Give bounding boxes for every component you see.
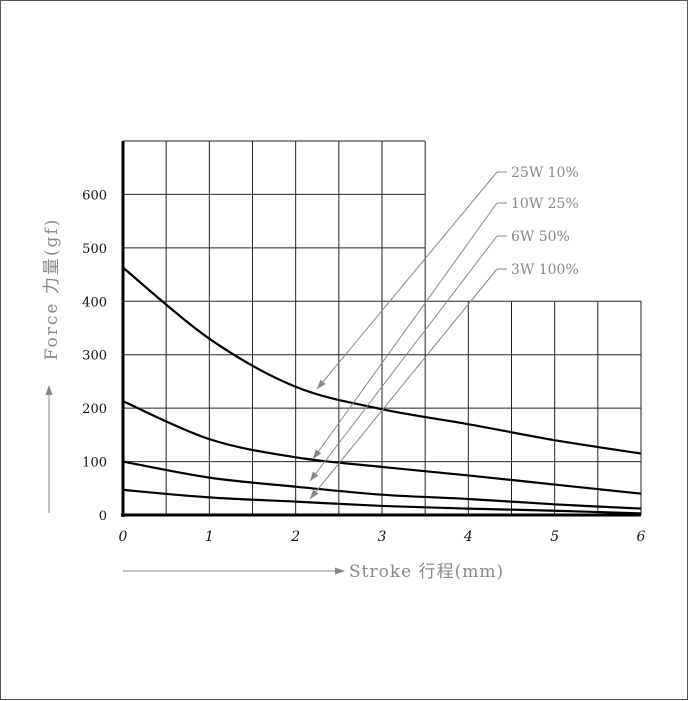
y-tick-label: 600 (82, 188, 107, 203)
legend-arrowhead (310, 489, 319, 499)
legend-leader (309, 235, 498, 482)
series-line-3 (122, 488, 642, 515)
series-line-2 (122, 460, 642, 510)
legend-label: 6W 50% (511, 229, 570, 245)
y-tick-label: 0 (99, 509, 107, 524)
legend-entry-3: 3W 100% (309, 262, 579, 500)
x-tick-label: 1 (205, 529, 214, 545)
legend-leader (312, 202, 498, 460)
y-tick-label: 200 (82, 402, 107, 417)
x-axis-label: Stroke 行程(mm) (349, 562, 504, 582)
legend-arrowhead (317, 379, 326, 389)
x-tick-label: 4 (463, 529, 473, 545)
axes (45, 141, 641, 575)
legend-label: 25W 10% (511, 165, 579, 181)
legend-arrowhead (313, 449, 322, 459)
legend-label: 10W 25% (511, 196, 579, 212)
x-tick-label: 0 (119, 529, 128, 545)
x-tick-label: 5 (550, 529, 559, 545)
y-tick-label: 400 (82, 295, 107, 310)
y-tick-label: 300 (82, 349, 107, 364)
legend-entry-2: 6W 50% (309, 229, 570, 482)
series-lines (122, 266, 642, 515)
y-tick-label: 100 (82, 456, 107, 471)
series-line-1 (122, 400, 642, 495)
x-tick-label: 3 (378, 529, 387, 545)
legend: 25W 10% 10W 25% 6W 50% 3W 100% (309, 165, 579, 500)
legend-entry-1: 10W 25% (312, 196, 579, 460)
legend-label: 3W 100% (511, 262, 579, 278)
x-tick-label: 2 (290, 529, 300, 545)
y-axis-label: Force 力量(gf) (42, 218, 62, 361)
x-label-arrowhead (335, 567, 345, 575)
axis-labels: Force 力量(gf) Stroke 行程(mm) (42, 218, 504, 582)
y-label-arrowhead (45, 385, 53, 395)
legend-arrowhead (310, 471, 319, 481)
legend-leader (309, 268, 498, 500)
tick-labels: 0 100 200 300 400 500 600 0 1 2 3 4 5 6 (82, 188, 645, 545)
x-tick-label: 6 (637, 529, 646, 545)
legend-entry-0: 25W 10% (316, 165, 579, 390)
legend-leader (316, 171, 498, 390)
series-line-0 (122, 266, 642, 455)
y-tick-label: 500 (82, 242, 107, 257)
